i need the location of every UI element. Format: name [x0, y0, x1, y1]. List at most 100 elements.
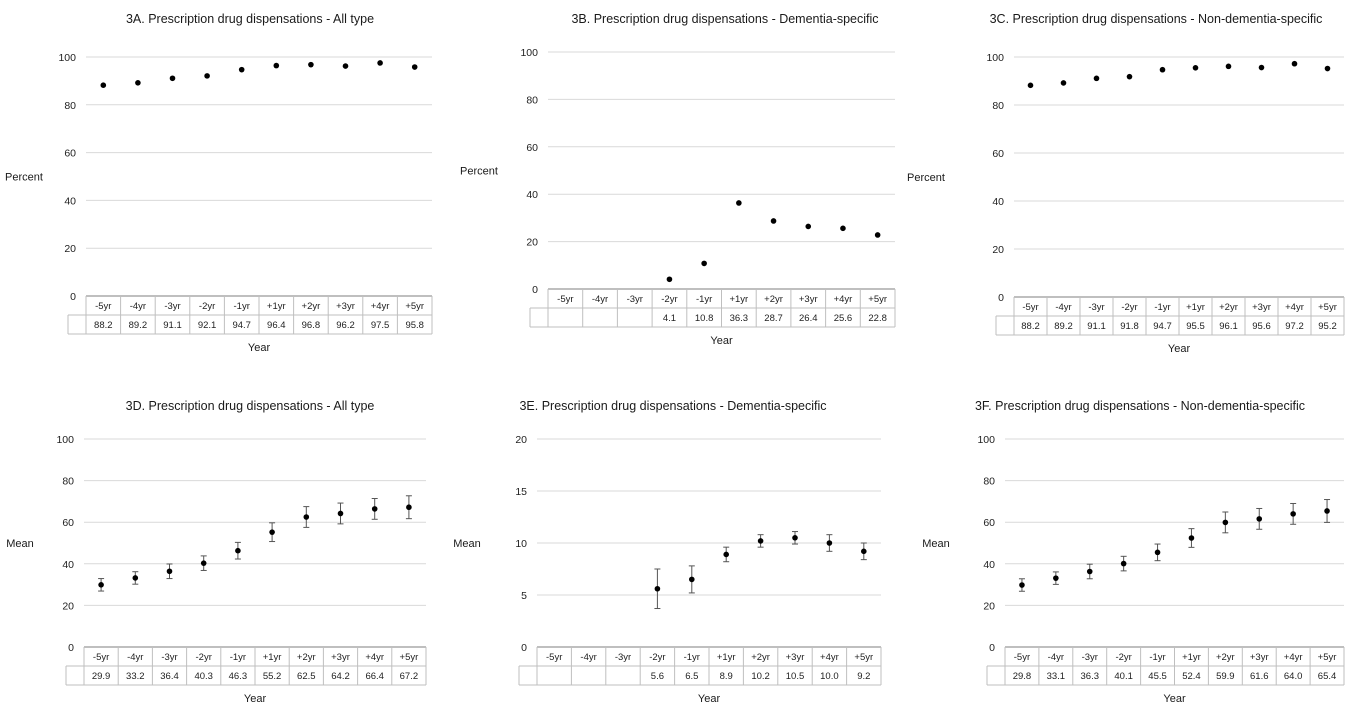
data-label: 36.3 — [730, 313, 749, 324]
x-tick-label: +3yr — [799, 294, 818, 305]
chart-svg: 3C. Prescription drug dispensations - No… — [907, 12, 1345, 352]
y-tick-label: 80 — [992, 100, 1004, 112]
x-tick-label: -4yr — [1048, 652, 1064, 663]
x-tick-label: -5yr — [1022, 302, 1038, 313]
y-tick-label: 15 — [515, 486, 527, 498]
y-tick-label: 20 — [526, 237, 538, 249]
data-label: 96.2 — [336, 320, 355, 331]
data-label: 65.4 — [1318, 671, 1337, 682]
x-tick-label: -3yr — [627, 294, 643, 305]
y-tick-label: 60 — [992, 148, 1004, 160]
chart-title: 3A. Prescription drug dispensations - Al… — [126, 12, 374, 26]
data-point — [1291, 60, 1298, 67]
data-point — [200, 560, 207, 566]
data-point — [1192, 65, 1199, 71]
chart-title: 3E. Prescription drug dispensations - De… — [519, 399, 826, 413]
x-tick-label: +5yr — [1318, 652, 1337, 663]
data-point — [1060, 80, 1067, 86]
data-label: 5.6 — [651, 671, 664, 682]
data-label: 95.6 — [1252, 321, 1271, 332]
data-point — [1256, 516, 1263, 522]
x-tick-label: -1yr — [230, 652, 246, 663]
data-point — [770, 218, 777, 224]
x-tick-label: +3yr — [1250, 652, 1269, 663]
y-tick-label: 100 — [58, 52, 76, 64]
data-label: 67.2 — [400, 671, 419, 682]
y-tick-label: 100 — [986, 52, 1004, 64]
data-label: 91.8 — [1120, 321, 1139, 332]
data-point — [406, 504, 412, 511]
x-tick-label: -1yr — [696, 294, 712, 305]
x-tick-label: +5yr — [854, 652, 873, 663]
x-tick-label: +2yr — [297, 652, 316, 663]
data-point — [411, 64, 418, 70]
chart-panel-3b: 3B. Prescription drug dispensations - De… — [449, 0, 898, 352]
y-tick-label: 80 — [983, 476, 995, 488]
data-label: 33.2 — [126, 671, 145, 682]
x-tick-label: +2yr — [764, 294, 783, 305]
x-tick-label: -4yr — [127, 652, 143, 663]
y-tick-label: 10 — [515, 538, 527, 550]
x-tick-label: +4yr — [834, 294, 853, 305]
x-tick-label: +3yr — [786, 652, 805, 663]
data-point — [840, 225, 846, 232]
data-point — [1188, 535, 1195, 541]
y-tick-label: 0 — [998, 292, 1004, 304]
data-label: 46.3 — [229, 671, 248, 682]
data-label: 95.8 — [405, 320, 424, 331]
data-point — [792, 535, 798, 541]
x-tick-label: +1yr — [717, 652, 736, 663]
data-label: 64.2 — [331, 671, 350, 682]
data-point — [204, 73, 210, 79]
data-label: 94.7 — [1153, 321, 1172, 332]
data-label: 96.1 — [1219, 321, 1238, 332]
data-label: 91.1 — [1087, 321, 1106, 332]
data-label: 94.7 — [232, 320, 251, 331]
y-tick-label: 0 — [70, 291, 76, 303]
data-label: 4.1 — [663, 313, 676, 324]
data-point — [1258, 64, 1265, 71]
x-tick-label: -5yr — [557, 294, 573, 305]
data-point — [723, 551, 729, 558]
x-tick-label: -5yr — [546, 652, 562, 663]
data-label: 36.3 — [1081, 671, 1100, 682]
data-point — [1126, 73, 1133, 80]
x-tick-label: -4yr — [580, 652, 596, 663]
x-tick-label: +5yr — [400, 652, 419, 663]
y-tick-label: 100 — [977, 434, 995, 446]
chart-panel-3a: 3A. Prescription drug dispensations - Al… — [0, 0, 449, 352]
data-point — [377, 60, 383, 66]
x-tick-label: -1yr — [1149, 652, 1165, 663]
data-label: 66.4 — [365, 671, 384, 682]
data-label: 64.0 — [1284, 671, 1303, 682]
data-point — [1086, 568, 1093, 575]
data-point — [874, 232, 881, 238]
data-label: 25.6 — [834, 313, 853, 324]
data-point — [308, 61, 314, 68]
x-axis-label: Year — [1163, 693, 1186, 704]
data-point — [1225, 63, 1232, 70]
x-tick-label: +3yr — [336, 301, 355, 312]
data-label: 33.1 — [1047, 671, 1066, 682]
data-label: 45.5 — [1148, 671, 1167, 682]
x-tick-label: +3yr — [1252, 302, 1271, 313]
x-tick-label: -4yr — [592, 294, 608, 305]
data-label: 10.8 — [695, 313, 714, 324]
data-point — [169, 75, 176, 82]
x-tick-label: -3yr — [1082, 652, 1098, 663]
y-tick-label: 0 — [532, 284, 538, 296]
y-tick-label: 0 — [521, 642, 527, 654]
x-tick-label: -2yr — [196, 652, 212, 663]
y-tick-label: 80 — [62, 476, 74, 488]
data-label: 6.5 — [685, 671, 698, 682]
data-point — [757, 538, 764, 544]
data-point — [654, 585, 661, 592]
data-label: 28.7 — [764, 313, 783, 324]
data-point — [269, 529, 275, 535]
data-point — [371, 506, 378, 512]
x-axis-label: Year — [244, 693, 267, 704]
data-point — [303, 514, 310, 520]
x-tick-label: +2yr — [302, 301, 321, 312]
data-label: 96.8 — [302, 320, 321, 331]
x-tick-label: -3yr — [1088, 302, 1104, 313]
